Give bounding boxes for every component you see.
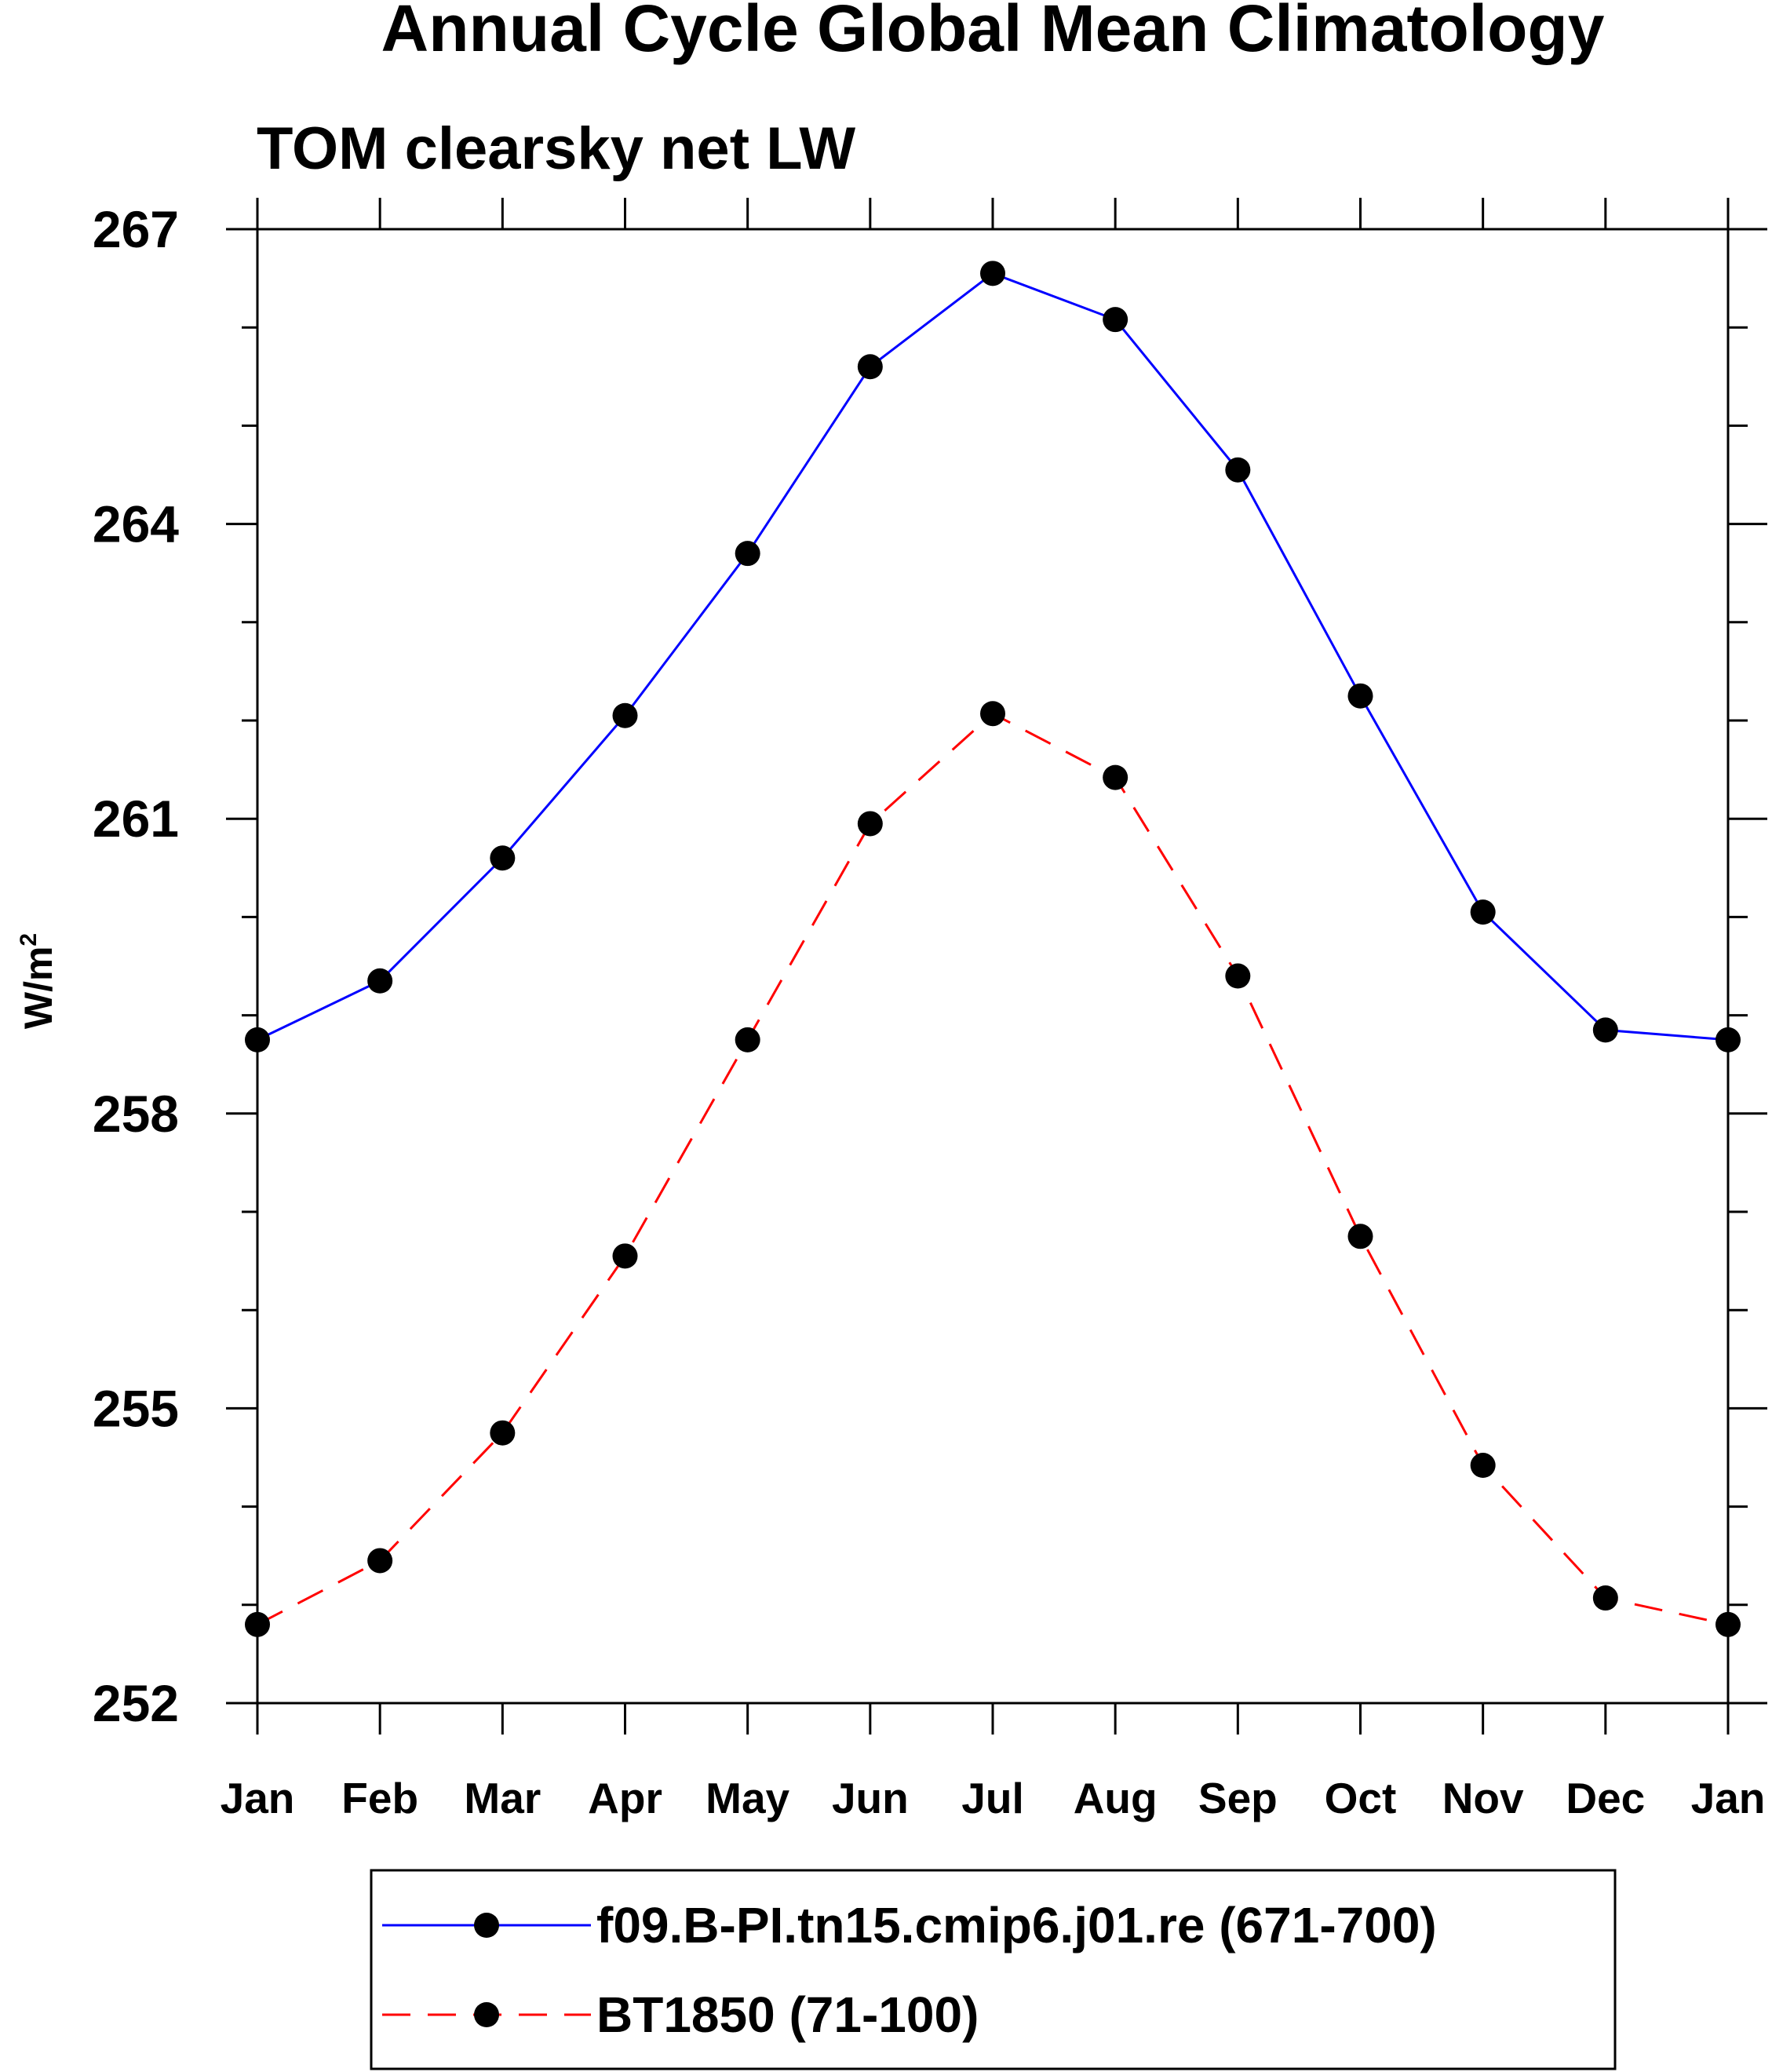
- svg-text:W/m2: W/m2: [16, 933, 60, 1029]
- y-axis-label: W/m2: [16, 933, 60, 1029]
- x-tick-label: Feb: [341, 1774, 418, 1822]
- series-line-1: [257, 272, 1729, 1041]
- series-1-point: [1347, 683, 1373, 709]
- x-tick-label: May: [706, 1774, 789, 1822]
- series-2-point: [245, 1611, 270, 1637]
- series-1-point: [735, 541, 760, 567]
- y-tick-label: 255: [93, 1379, 179, 1437]
- axes: Jan Feb Mar Apr May Jun Jul Aug Sep Oct Nov Dec Jan 2…: [93, 198, 1767, 1822]
- series-1-point: [245, 1027, 270, 1052]
- y-tick-label: 261: [93, 790, 179, 848]
- x-tick-label: Jul: [961, 1774, 1023, 1822]
- x-tick-label: Mar: [464, 1774, 541, 1822]
- series-1-point: [490, 845, 516, 871]
- x-tick-label: Sep: [1198, 1774, 1278, 1822]
- legend-marker-1: [474, 1913, 499, 1938]
- chart-title: Annual Cycle Global Mean Climatology: [381, 0, 1605, 65]
- y-tick-label: 267: [93, 200, 179, 258]
- series-1-point: [980, 261, 1005, 286]
- series-1-point: [1715, 1027, 1741, 1052]
- x-tick-label: Nov: [1442, 1774, 1524, 1822]
- series-2-point: [735, 1027, 760, 1052]
- chart-subtitle: TOM clearsky net LW: [257, 115, 855, 182]
- series-1-point: [857, 354, 883, 380]
- series-2-point: [1470, 1453, 1496, 1479]
- plot-frame: [256, 228, 1730, 1705]
- y-tick-label: 258: [93, 1085, 179, 1143]
- series-1-point: [367, 968, 393, 994]
- series-1-point: [1103, 307, 1128, 333]
- series-1-point: [1225, 457, 1251, 483]
- x-tick-label: Dec: [1566, 1774, 1645, 1822]
- x-tick-label: Jan: [1691, 1774, 1766, 1822]
- y-axis-label-text: W/m: [16, 947, 60, 1030]
- series-2-point: [1592, 1585, 1618, 1611]
- series-2-point: [980, 701, 1005, 727]
- y-tick-label: 252: [93, 1674, 179, 1732]
- series-line-2: [257, 712, 1729, 1626]
- series-2-point: [1347, 1224, 1373, 1249]
- series-2-point: [612, 1243, 638, 1269]
- x-tick-label: Aug: [1074, 1774, 1158, 1822]
- x-tick-label: Oct: [1325, 1774, 1397, 1822]
- series-2-point: [1715, 1611, 1741, 1637]
- legend-label-2: BT1850 (71-100): [596, 1986, 979, 2043]
- series-1-point: [1470, 899, 1496, 925]
- x-tick-label: Jan: [221, 1774, 295, 1822]
- legend-marker-2: [474, 2002, 499, 2027]
- legend: f09.B-PI.tn15.cmip6.j01.re (671-700) BT18…: [382, 1897, 1437, 2043]
- series-1-point: [1592, 1017, 1618, 1043]
- series-2-point: [490, 1420, 516, 1446]
- legend-label-1: f09.B-PI.tn15.cmip6.j01.re (671-700): [596, 1897, 1437, 1953]
- series-2-point: [1103, 764, 1128, 790]
- series-2-point: [1225, 963, 1251, 989]
- series-2-point: [857, 811, 883, 837]
- x-tick-label: Apr: [588, 1774, 662, 1822]
- x-tick-label: Jun: [832, 1774, 909, 1822]
- series-layer: [245, 261, 1741, 1637]
- series-2-point: [367, 1548, 393, 1574]
- y-axis-label-superscript: 2: [16, 933, 42, 947]
- y-tick-label: 264: [93, 495, 179, 553]
- series-1-point: [612, 702, 638, 728]
- legend-box: [370, 1869, 1617, 2070]
